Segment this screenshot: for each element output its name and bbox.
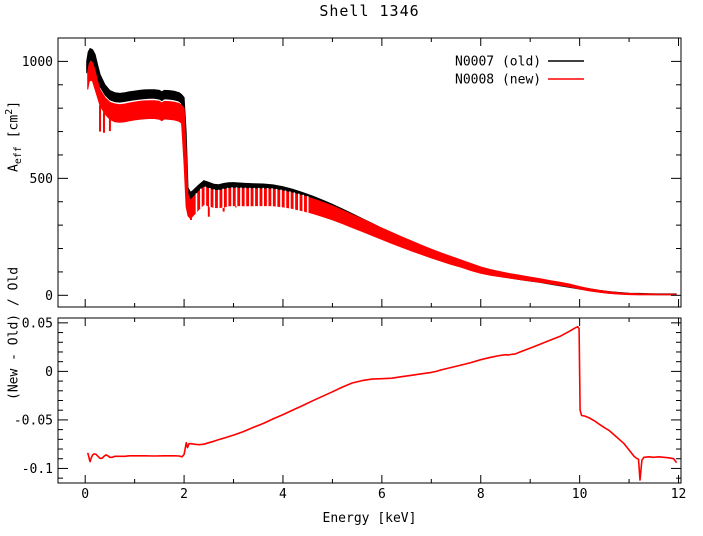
series-band [87,60,677,296]
y-tick-label: 500 [30,172,53,187]
x-tick-label: 2 [180,487,188,502]
y-axis-label-part: 2 [4,108,16,115]
y-tick-label: 0 [45,365,53,380]
x-tick-label: 12 [671,487,687,502]
panel-effective-area: 0 500 1000 [22,37,682,308]
legend: N0007 (old) N0008 (new) [455,55,584,88]
x-tick-label: 10 [572,487,588,502]
series-band [86,47,677,296]
x-tick-label: 4 [279,487,287,502]
x-tick-label: 8 [477,487,485,502]
legend-label: N0007 (old) [455,55,541,70]
y-tick-label: 0.05 [22,316,53,331]
y-axis-label-part: A [6,164,22,172]
chart-title: Shell 1346 [319,2,420,20]
y-axis-label-part: [cm [6,114,22,147]
panel-ratio: 0 2 4 6 8 10 12 0.05 0 -0.05 -0.1 [14,316,686,502]
legend-label: N0008 (new) [455,73,541,88]
y-tick-label: -0.05 [14,413,53,428]
series-line [86,325,678,481]
y-tick-label: -0.1 [22,462,53,477]
y-axis-label-part: eff [12,146,24,165]
y-axis-label-part: ] [6,100,22,109]
panel-frame [57,317,682,484]
x-tick-label: 0 [81,487,89,502]
y-tick-label: 1000 [22,55,53,70]
x-tick-label: 6 [378,487,386,502]
y-tick-label: 0 [45,289,53,304]
x-axis-label: Energy [keV] [322,511,417,526]
panel-frame [57,37,682,308]
